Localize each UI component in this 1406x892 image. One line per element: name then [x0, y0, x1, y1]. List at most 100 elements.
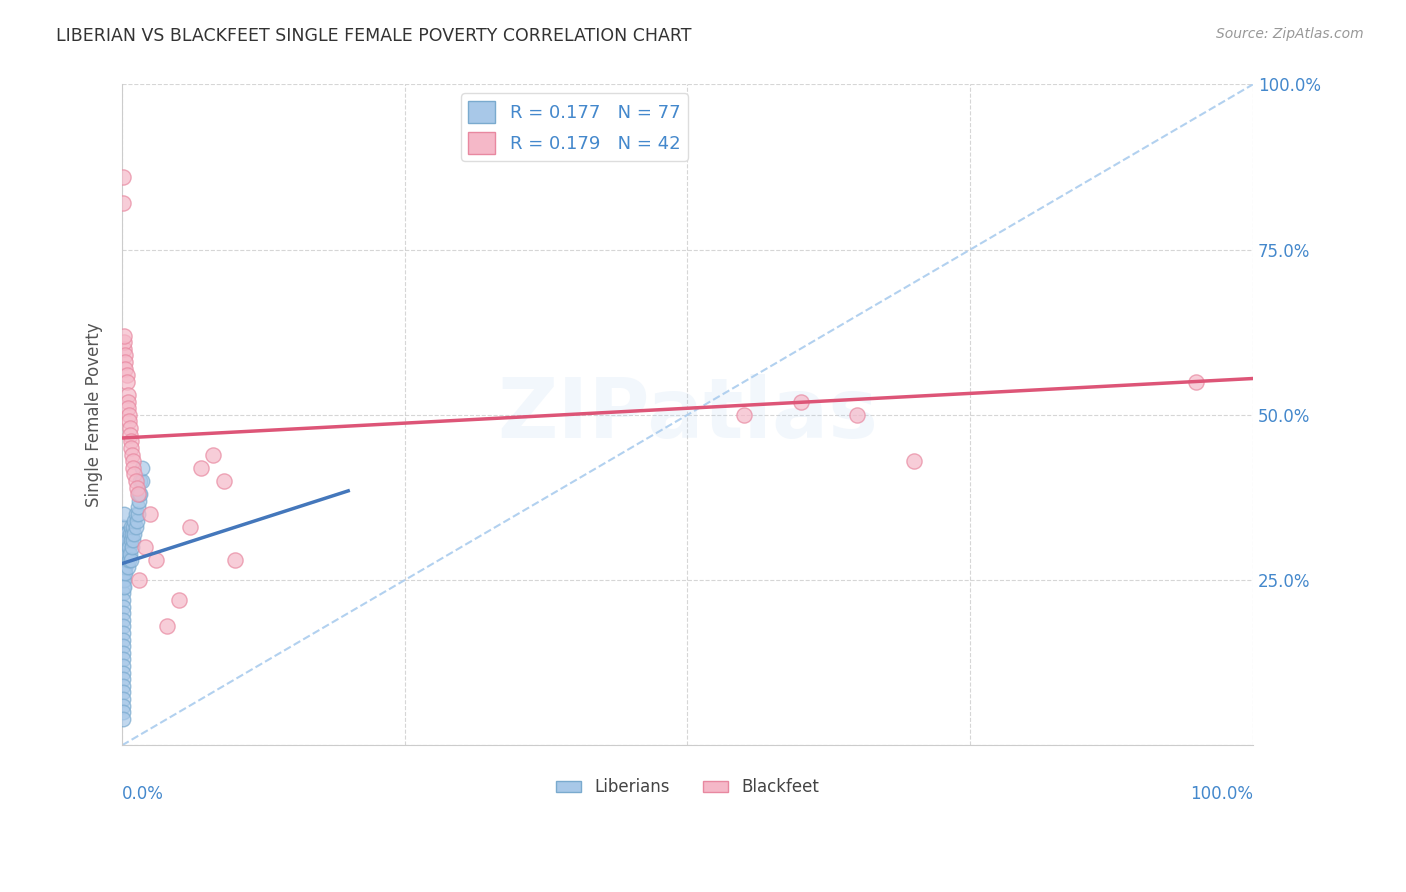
Point	[112, 692, 135, 706]
Point	[121, 540, 143, 554]
Point	[112, 599, 135, 614]
Point	[733, 408, 755, 422]
Point	[112, 613, 135, 627]
Point	[120, 434, 142, 449]
Point	[112, 580, 135, 594]
Point	[112, 619, 135, 633]
Y-axis label: Single Female Poverty: Single Female Poverty	[86, 323, 103, 508]
Point	[112, 652, 135, 666]
Point	[112, 566, 135, 581]
Point	[118, 540, 141, 554]
Point	[212, 474, 235, 488]
Point	[124, 526, 146, 541]
Point	[124, 474, 146, 488]
Point	[128, 493, 150, 508]
Point	[903, 454, 925, 468]
Point	[112, 342, 135, 356]
Point	[122, 520, 145, 534]
Point	[112, 526, 135, 541]
Point	[112, 672, 135, 686]
Point	[117, 394, 139, 409]
Point	[112, 507, 135, 521]
Point	[145, 553, 167, 567]
Point	[117, 388, 139, 402]
Point	[112, 547, 135, 561]
Point	[112, 533, 135, 548]
Point	[127, 507, 149, 521]
Point	[115, 526, 138, 541]
Point	[179, 520, 201, 534]
Point	[117, 533, 139, 548]
Point	[114, 559, 136, 574]
Point	[118, 408, 141, 422]
Point	[127, 500, 149, 515]
Point	[1185, 375, 1208, 389]
Point	[118, 421, 141, 435]
Point	[131, 474, 153, 488]
Point	[112, 679, 135, 693]
Point	[112, 573, 135, 587]
Point	[124, 514, 146, 528]
Point	[118, 415, 141, 429]
Point	[122, 454, 145, 468]
Point	[115, 375, 138, 389]
Point	[124, 467, 146, 482]
Point	[224, 553, 246, 567]
Point	[112, 606, 135, 620]
Point	[112, 573, 135, 587]
Point	[122, 460, 145, 475]
Point	[115, 540, 138, 554]
Point	[112, 559, 135, 574]
Point	[114, 526, 136, 541]
Text: 0.0%: 0.0%	[122, 785, 165, 803]
Point	[846, 408, 869, 422]
Point	[112, 639, 135, 653]
Point	[789, 394, 811, 409]
Point	[118, 547, 141, 561]
Point	[114, 566, 136, 581]
Point	[125, 481, 148, 495]
Point	[112, 632, 135, 647]
Point	[114, 533, 136, 548]
Point	[112, 540, 135, 554]
Point	[121, 448, 143, 462]
Point	[112, 169, 135, 184]
Point	[128, 487, 150, 501]
Text: 100.0%: 100.0%	[1189, 785, 1253, 803]
Point	[112, 646, 135, 660]
Point	[121, 526, 143, 541]
Point	[156, 619, 179, 633]
Point	[118, 553, 141, 567]
Point	[115, 553, 138, 567]
Legend: Liberians, Blackfeet: Liberians, Blackfeet	[550, 772, 825, 803]
Point	[120, 520, 142, 534]
Point	[129, 474, 152, 488]
Point	[112, 540, 135, 554]
Point	[131, 460, 153, 475]
Point	[125, 514, 148, 528]
Point	[117, 401, 139, 416]
Point	[118, 427, 141, 442]
Point	[114, 348, 136, 362]
Point	[201, 448, 224, 462]
Point	[112, 566, 135, 581]
Text: ZIPatlas: ZIPatlas	[496, 375, 877, 455]
Point	[112, 665, 135, 680]
Point	[112, 553, 135, 567]
Point	[114, 540, 136, 554]
Point	[112, 559, 135, 574]
Point	[120, 441, 142, 455]
Point	[114, 547, 136, 561]
Point	[129, 487, 152, 501]
Point	[122, 533, 145, 548]
Point	[117, 559, 139, 574]
Point	[114, 355, 136, 369]
Point	[112, 659, 135, 673]
Point	[112, 586, 135, 600]
Point	[118, 526, 141, 541]
Point	[112, 533, 135, 548]
Point	[124, 507, 146, 521]
Point	[112, 685, 135, 699]
Point	[124, 520, 146, 534]
Point	[127, 487, 149, 501]
